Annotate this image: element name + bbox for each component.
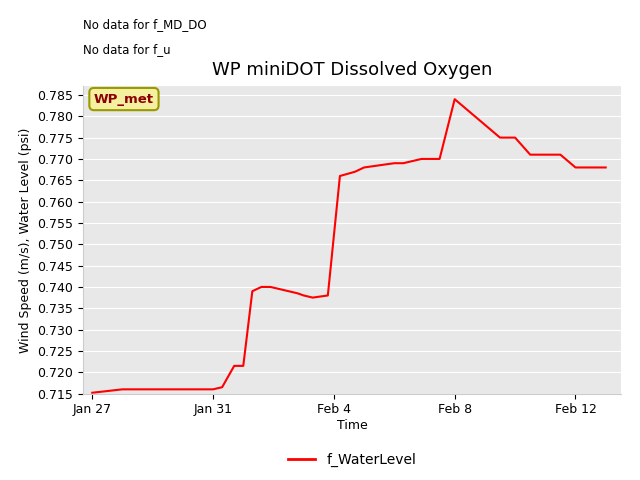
Y-axis label: Wind Speed (m/s), Water Level (psi): Wind Speed (m/s), Water Level (psi) [19,127,32,353]
X-axis label: Time: Time [337,419,367,432]
Legend: f_WaterLevel: f_WaterLevel [282,447,422,473]
Text: WP_met: WP_met [94,93,154,106]
Text: No data for f_MD_DO: No data for f_MD_DO [83,18,207,31]
Text: No data for f_u: No data for f_u [83,43,171,56]
Title: WP miniDOT Dissolved Oxygen: WP miniDOT Dissolved Oxygen [212,61,492,79]
